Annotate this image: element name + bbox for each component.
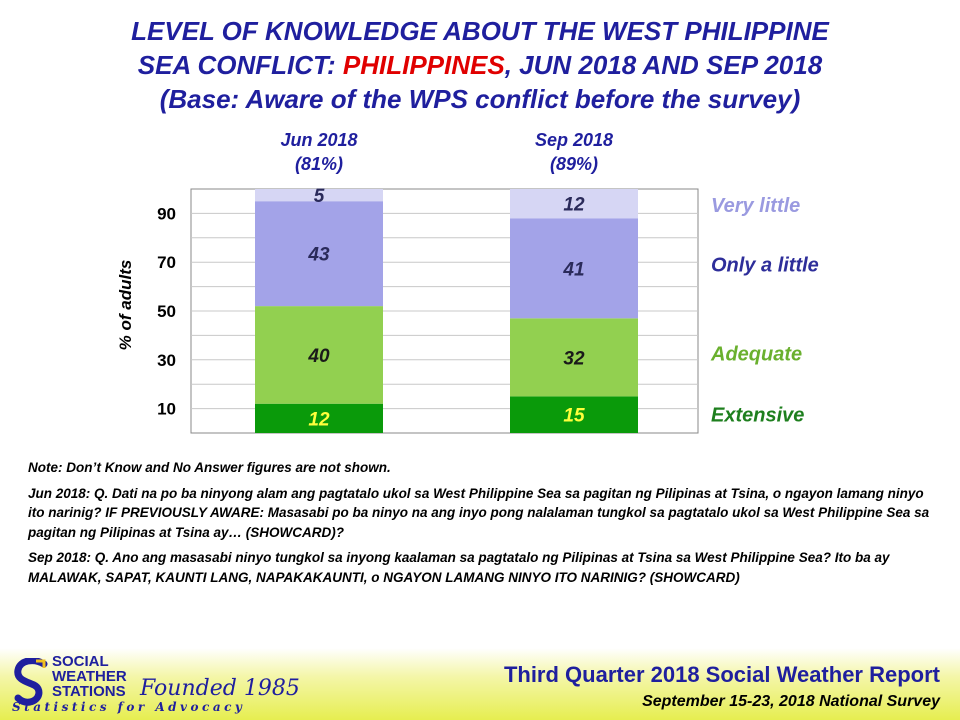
legend-label-adequate: Adequate bbox=[710, 343, 802, 365]
y-tick-label: 30 bbox=[157, 351, 176, 370]
bar-segment-only-a-little bbox=[255, 201, 383, 307]
note-dont-know: Note: Don’t Know and No Answer figures a… bbox=[28, 460, 391, 475]
legend-label-only-a-little: Only a little bbox=[711, 254, 819, 276]
legend-label-very-little: Very little bbox=[711, 195, 800, 217]
data-label-only-a-little: 43 bbox=[307, 245, 330, 266]
bar-segment-adequate bbox=[510, 318, 638, 397]
title-line-2-pre: SEA CONFLICT: bbox=[137, 50, 343, 80]
y-tick-label: 50 bbox=[157, 302, 176, 321]
data-label-only-a-little: 41 bbox=[562, 259, 584, 280]
founded-text: Founded 1985 bbox=[140, 676, 300, 701]
stacked-bar-chart: 10 30 50 70 90 % of adults Jun 2018 (81%) Sep 20… bbox=[116, 130, 819, 434]
category-sublabel: (81%) bbox=[295, 154, 343, 174]
y-axis-label: % of adults bbox=[116, 260, 135, 351]
data-label-very-little: 5 bbox=[314, 186, 325, 207]
category-label: Jun 2018 bbox=[280, 130, 357, 150]
note-sep-question: Sep 2018: Q. Ano ang masasabi ninyo tung… bbox=[28, 550, 890, 585]
bar-segment-extensive bbox=[510, 396, 638, 433]
category-label: Sep 2018 bbox=[535, 130, 613, 150]
bar-segment-only-a-little bbox=[510, 218, 638, 319]
legend-label-extensive: Extensive bbox=[711, 405, 804, 427]
data-label-very-little: 12 bbox=[563, 195, 585, 216]
title-line-3: (Base: Aware of the WPS conflict before … bbox=[159, 84, 801, 114]
data-label-extensive: 15 bbox=[563, 406, 585, 427]
logo-line-1: SOCIAL bbox=[52, 653, 109, 670]
title-highlight: PHILIPPINES bbox=[342, 50, 505, 80]
y-tick-label: 10 bbox=[157, 400, 176, 419]
logo-line-2: WEATHER bbox=[52, 668, 127, 685]
title-line-2: SEA CONFLICT: PHILIPPINES, JUN 2018 AND … bbox=[0, 48, 960, 82]
y-tick-label: 90 bbox=[157, 204, 176, 223]
sws-logo-icon bbox=[14, 658, 48, 706]
bar-segment-extensive bbox=[255, 403, 383, 433]
category-sublabel: (89%) bbox=[550, 154, 598, 174]
notes: Note: Don’t Know and No Answer figures a… bbox=[28, 458, 938, 593]
logo-text: SOCIAL WEATHER STATIONS bbox=[52, 654, 127, 699]
data-label-extensive: 12 bbox=[308, 409, 330, 430]
title-line-2-post: , JUN 2018 AND SEP 2018 bbox=[504, 50, 823, 80]
footer: SOCIAL WEATHER STATIONS Founded 1985 Sta… bbox=[0, 648, 960, 720]
data-label-adequate: 32 bbox=[563, 348, 585, 369]
bar-segment-very-little bbox=[255, 189, 383, 202]
logo-line-3: STATIONS bbox=[52, 683, 126, 700]
bar-segment-adequate bbox=[255, 306, 383, 404]
data-label-adequate: 40 bbox=[307, 346, 330, 367]
y-tick-label: 70 bbox=[157, 253, 176, 272]
bar-segment-very-little bbox=[510, 189, 638, 219]
chart-title: LEVEL OF KNOWLEDGE ABOUT THE WEST PHILIP… bbox=[0, 14, 960, 116]
tagline: Statistics for Advocacy bbox=[12, 700, 246, 714]
note-jun-question: Jun 2018: Q. Dati na po ba ninyong alam … bbox=[28, 485, 930, 540]
survey-date: September 15-23, 2018 National Survey bbox=[642, 693, 940, 710]
title-line-1: LEVEL OF KNOWLEDGE ABOUT THE WEST PHILIP… bbox=[131, 16, 829, 46]
report-title: Third Quarter 2018 Social Weather Report bbox=[503, 662, 940, 687]
